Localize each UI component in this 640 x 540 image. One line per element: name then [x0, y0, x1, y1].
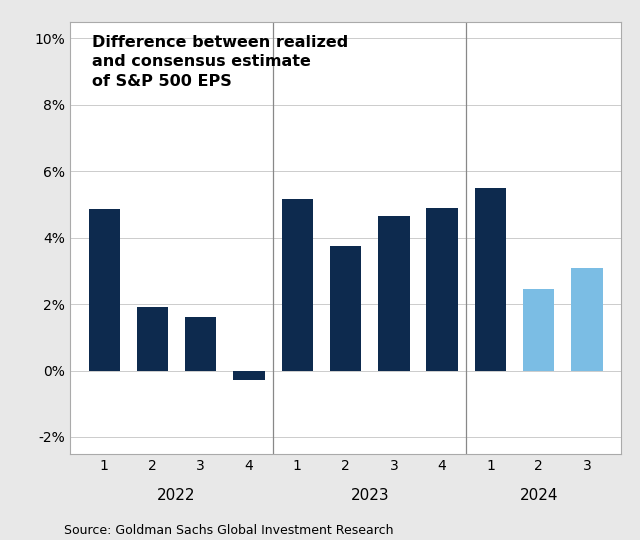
Bar	[330, 246, 362, 370]
Bar	[523, 289, 554, 370]
Text: 2023: 2023	[351, 489, 389, 503]
Bar	[137, 307, 168, 370]
Text: 2022: 2022	[157, 489, 196, 503]
Bar	[572, 267, 603, 370]
Bar	[88, 210, 120, 370]
Bar	[234, 370, 265, 381]
Bar	[378, 216, 410, 370]
Bar	[426, 208, 458, 370]
Text: Difference between realized
and consensus estimate
of S&P 500 EPS: Difference between realized and consensu…	[92, 35, 349, 89]
Bar	[185, 318, 216, 370]
Bar	[282, 199, 313, 370]
Text: Source: Goldman Sachs Global Investment Research: Source: Goldman Sachs Global Investment …	[64, 524, 394, 537]
Text: 2024: 2024	[520, 489, 558, 503]
Bar	[475, 188, 506, 370]
